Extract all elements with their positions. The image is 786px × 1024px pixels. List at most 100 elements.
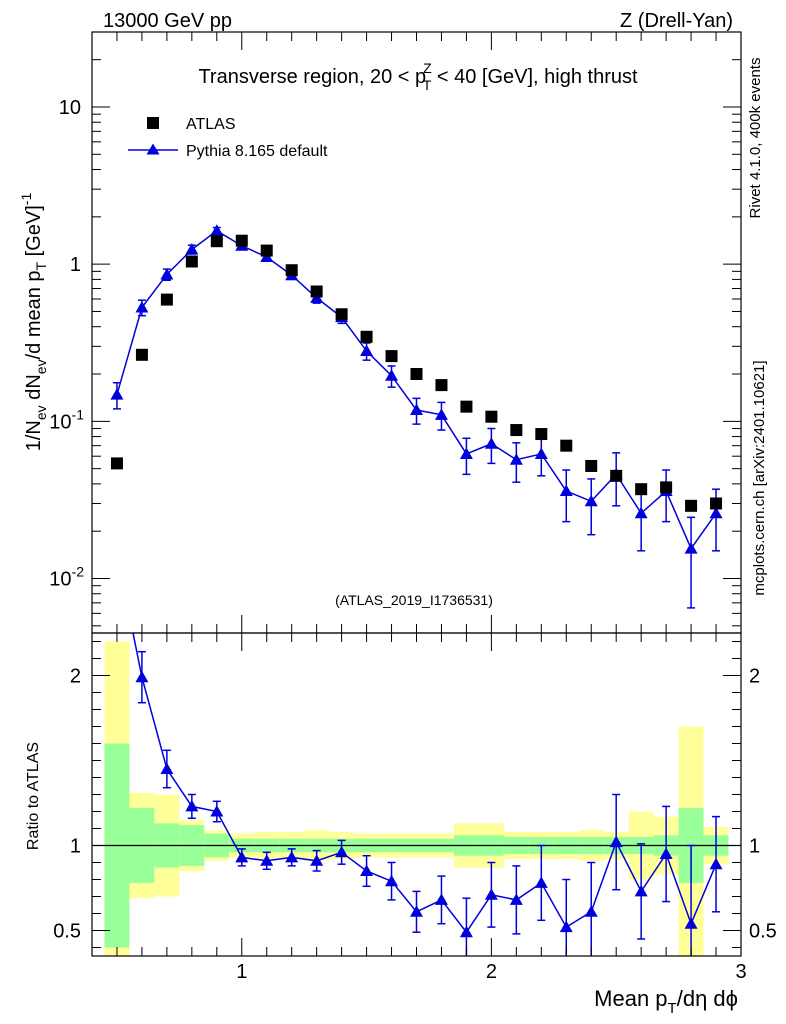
main-mc-point — [160, 267, 174, 280]
main-data-point — [535, 428, 548, 441]
main-mc-point — [135, 300, 149, 313]
ratio-mc-point — [110, 547, 123, 559]
main-data-point — [360, 330, 373, 343]
ratio-mc-point — [709, 857, 723, 870]
ratio-y-axis-label: Ratio to ATLAS — [25, 742, 42, 850]
main-data-point — [335, 308, 348, 321]
legend-pythia-marker — [146, 143, 160, 155]
main-mc-point — [634, 506, 648, 519]
main-data-point — [710, 497, 723, 510]
mcplots-label: mcplots.cern.ch [arXiv:2401.10621] — [751, 360, 768, 595]
ratio-mc-point — [459, 925, 473, 938]
ratio-mc-point — [185, 799, 199, 812]
ratio-y-tick-label-left: 0.5 — [53, 921, 81, 943]
main-mc-line — [116, 229, 717, 551]
ratio-mc-point — [584, 905, 598, 917]
ratio-plot-frame — [91, 632, 742, 957]
main-plot: 10-2 10-1 1 10 — [49, 31, 742, 634]
ratio-mc-point — [235, 850, 249, 863]
header-process-label: Z (Drell-Yan) — [620, 10, 733, 32]
main-data-point — [310, 285, 323, 298]
main-data-point — [410, 368, 423, 381]
main-data-point — [610, 469, 623, 482]
ratio-mc-point — [509, 893, 523, 905]
ratio-mc-point — [210, 805, 224, 817]
main-mc-point — [484, 437, 498, 449]
ratio-mc-point — [285, 850, 299, 863]
main-mc-point — [684, 542, 698, 554]
ratio-mc-point — [385, 874, 399, 887]
ratio-mc-point — [260, 854, 274, 866]
ratio-mc-point — [310, 854, 324, 866]
ratio-y-tick-label-right: 1 — [749, 836, 760, 858]
main-mc-point — [110, 388, 124, 400]
main-mc-point — [360, 344, 374, 357]
main-mc-point — [385, 369, 399, 381]
main-data-point — [110, 457, 123, 470]
ratio-mc-point — [410, 905, 423, 917]
main-mc-point — [534, 447, 548, 459]
main-mc-point — [210, 224, 224, 236]
main-y-tick-label: 10-2 — [49, 563, 84, 590]
main-data-point — [635, 483, 648, 496]
ratio-mc-point — [609, 835, 623, 848]
main-data-point — [135, 348, 148, 361]
legend-atlas-marker — [147, 117, 159, 129]
ratio-plot: 0.5 0.5 1 1 2 2 1 2 3 — [53, 547, 777, 983]
main-y-tick-label: 10 — [59, 97, 81, 119]
main-data-point — [435, 379, 448, 392]
header-energy-label: 13000 GeV pp — [103, 10, 232, 32]
ratio-mc-point — [484, 888, 498, 900]
main-data-point — [160, 293, 173, 306]
x-tick-label: 1 — [236, 961, 247, 983]
ratio-mc-point — [684, 917, 698, 929]
main-mc-point — [459, 447, 473, 459]
main-mc-point — [709, 506, 723, 519]
ratio-mc-point — [160, 762, 174, 774]
legend-atlas-label: ATLAS — [186, 116, 236, 133]
main-mc-point — [559, 484, 573, 497]
main-y-tick-label: 10-1 — [49, 406, 84, 433]
main-data-point — [685, 499, 698, 512]
main-data-point — [485, 410, 498, 423]
ratio-mc-point — [534, 876, 548, 888]
ratio-mc-point — [559, 920, 573, 933]
main-data-point — [185, 255, 198, 268]
main-data-point — [210, 235, 223, 248]
ratio-y-tick-label-left: 2 — [70, 666, 81, 688]
ratio-bands — [104, 641, 729, 956]
x-tick-label: 2 — [486, 961, 497, 983]
main-data-point — [560, 439, 573, 452]
main-data-point — [235, 234, 248, 247]
ratio-y-tick-label-left: 1 — [70, 836, 81, 858]
ratio-mc-point — [634, 884, 648, 897]
main-data-point — [585, 459, 598, 472]
x-axis-label: Mean pT/dη dϕ — [594, 986, 738, 1017]
main-data-point — [460, 400, 473, 413]
ratio-mc-point — [135, 670, 149, 683]
ratio-mc-point — [434, 893, 448, 905]
ratio-mc-point — [659, 847, 673, 859]
legend-pythia-label: Pythia 8.165 default — [186, 143, 328, 160]
ratio-mc-series — [110, 547, 723, 956]
main-data-point — [385, 350, 398, 363]
main-data-point — [260, 244, 273, 257]
legend: ATLAS Pythia 8.165 default — [128, 116, 328, 160]
x-tick-label: 3 — [735, 961, 746, 983]
ratio-mc-point — [335, 845, 349, 858]
ratio-y-tick-label-right: 0.5 — [749, 921, 777, 943]
rivet-version-label: Rivet 4.1.0, 400k events — [747, 58, 764, 219]
plot-title: Transverse region, 20 < pZ T < 40 [GeV], … — [198, 60, 638, 93]
main-data-point — [660, 481, 673, 494]
ratio-y-tick-label-right: 2 — [749, 666, 760, 688]
main-mc-point — [410, 403, 423, 416]
main-mc-point — [584, 494, 598, 507]
main-data-point — [510, 424, 523, 437]
main-data-point — [285, 264, 298, 277]
main-y-tick-label: 1 — [70, 254, 81, 276]
main-mc-point — [509, 453, 523, 465]
ratio-mc-point — [360, 864, 374, 876]
main-mc-point — [185, 242, 199, 255]
ratio-mc-line — [132, 633, 717, 934]
